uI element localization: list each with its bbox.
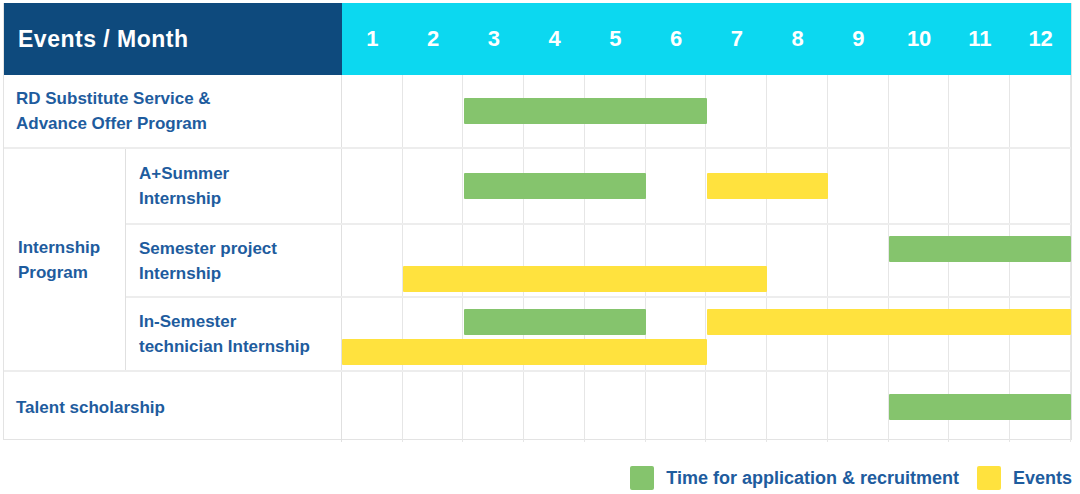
gantt-bar-green	[464, 98, 707, 124]
legend-yellow-swatch	[977, 466, 1001, 490]
row-label-in-semester-technician-internship: In-Semester technician Internship	[126, 298, 342, 370]
month-label-12: 12	[1010, 3, 1071, 75]
gantt-bar-green	[889, 236, 1071, 262]
gantt-lane-in-semester-technician-internship	[342, 298, 1071, 370]
month-label-6: 6	[646, 3, 707, 75]
internship-program-rowgroup: Internship Program A+Summer Internship S…	[4, 147, 1071, 370]
schedule-table: Events / Month 123456789101112 RD Substi…	[3, 3, 1072, 440]
events-month-gantt-chart: Events / Month 123456789101112 RD Substi…	[0, 0, 1080, 494]
month-label-3: 3	[464, 3, 525, 75]
row-label-talent-scholarship: Talent scholarship	[4, 372, 342, 442]
month-header-strip: 123456789101112	[342, 3, 1071, 75]
row-label-rd-substitute-service: RD Substitute Service & Advance Offer Pr…	[4, 75, 342, 147]
internship-program-subrows: A+Summer Internship Semester project Int…	[126, 149, 1071, 370]
month-label-8: 8	[767, 3, 828, 75]
legend-yellow-label: Events	[1013, 468, 1072, 489]
month-label-11: 11	[950, 3, 1011, 75]
table-row: RD Substitute Service & Advance Offer Pr…	[4, 75, 1071, 147]
gantt-bar-yellow	[403, 266, 768, 292]
table-row: A+Summer Internship	[126, 149, 1071, 223]
gantt-lane-rd-substitute-service	[342, 75, 1071, 147]
gantt-bar-green	[464, 173, 646, 199]
header-events-month-cell: Events / Month	[4, 3, 342, 75]
legend-green-label: Time for application & recruitment	[666, 468, 959, 489]
row-label-semester-project-internship: Semester project Internship	[126, 225, 342, 296]
gantt-bar-green	[889, 394, 1071, 420]
table-row: Semester project Internship	[126, 223, 1071, 296]
gantt-bar-yellow	[342, 339, 707, 365]
gantt-lane-talent-scholarship	[342, 372, 1071, 442]
table-row: Talent scholarship	[4, 370, 1071, 442]
gantt-lane-a-plus-summer-internship	[342, 149, 1071, 223]
month-label-2: 2	[403, 3, 464, 75]
table-header-row: Events / Month 123456789101112	[4, 3, 1071, 75]
gantt-bar-green	[464, 309, 646, 335]
row-label-a-plus-summer-internship: A+Summer Internship	[126, 149, 342, 223]
month-label-7: 7	[707, 3, 768, 75]
month-label-1: 1	[342, 3, 403, 75]
month-label-5: 5	[585, 3, 646, 75]
month-label-9: 9	[828, 3, 889, 75]
legend: Time for application & recruitment Event…	[630, 466, 1072, 490]
gantt-bar-yellow	[707, 309, 1072, 335]
month-label-10: 10	[889, 3, 950, 75]
gantt-lane-semester-project-internship	[342, 225, 1071, 296]
table-row: In-Semester technician Internship	[126, 296, 1071, 370]
gantt-bar-yellow	[707, 173, 829, 199]
month-label-4: 4	[524, 3, 585, 75]
legend-green-swatch	[630, 466, 654, 490]
group-label-internship-program: Internship Program	[4, 149, 126, 370]
